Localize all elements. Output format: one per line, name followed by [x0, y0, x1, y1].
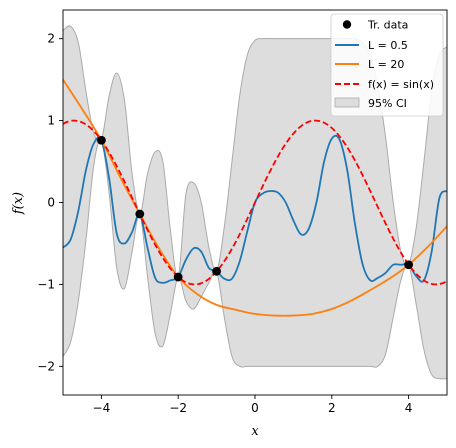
training-data-point: [135, 209, 145, 219]
legend-box: [330, 13, 444, 117]
legend: Tr. data L = 0.5 L = 20 f(x) = sin(x) 95…: [330, 13, 444, 117]
ticks-layer: −4 −2 0 2 4 −2 −1 0 1 2: [37, 32, 412, 415]
y-axis-label: f(x): [11, 192, 26, 215]
y-tick-label: −2: [37, 359, 55, 373]
legend-marker-training-data: [342, 20, 352, 29]
x-tick-label: −4: [93, 401, 111, 415]
training-data-point: [212, 266, 222, 276]
x-tick-label: 0: [251, 401, 259, 415]
legend-label-sin: f(x) = sin(x): [368, 78, 434, 91]
x-tick-label: 2: [328, 401, 336, 415]
legend-label-ci: 95% CI: [368, 97, 407, 110]
y-tick-label: 2: [47, 32, 55, 46]
legend-patch-ci: [334, 97, 360, 108]
training-data-point: [97, 135, 106, 145]
legend-label-l-20: L = 20: [368, 58, 404, 71]
y-tick-label: 1: [47, 114, 55, 128]
series-line-sin: [63, 119, 447, 286]
legend-label-l-0-5: L = 0.5: [368, 39, 408, 52]
y-tick-label: 0: [47, 196, 55, 210]
x-tick-label: 4: [405, 401, 413, 415]
legend-label-training-data: Tr. data: [367, 19, 408, 32]
training-data-point: [404, 260, 413, 270]
x-tick-label: −2: [169, 401, 187, 415]
x-axis-label: x: [251, 424, 259, 439]
y-tick-label: −1: [37, 277, 55, 291]
training-data-point: [173, 272, 183, 282]
series-line-l-20: [63, 79, 447, 317]
